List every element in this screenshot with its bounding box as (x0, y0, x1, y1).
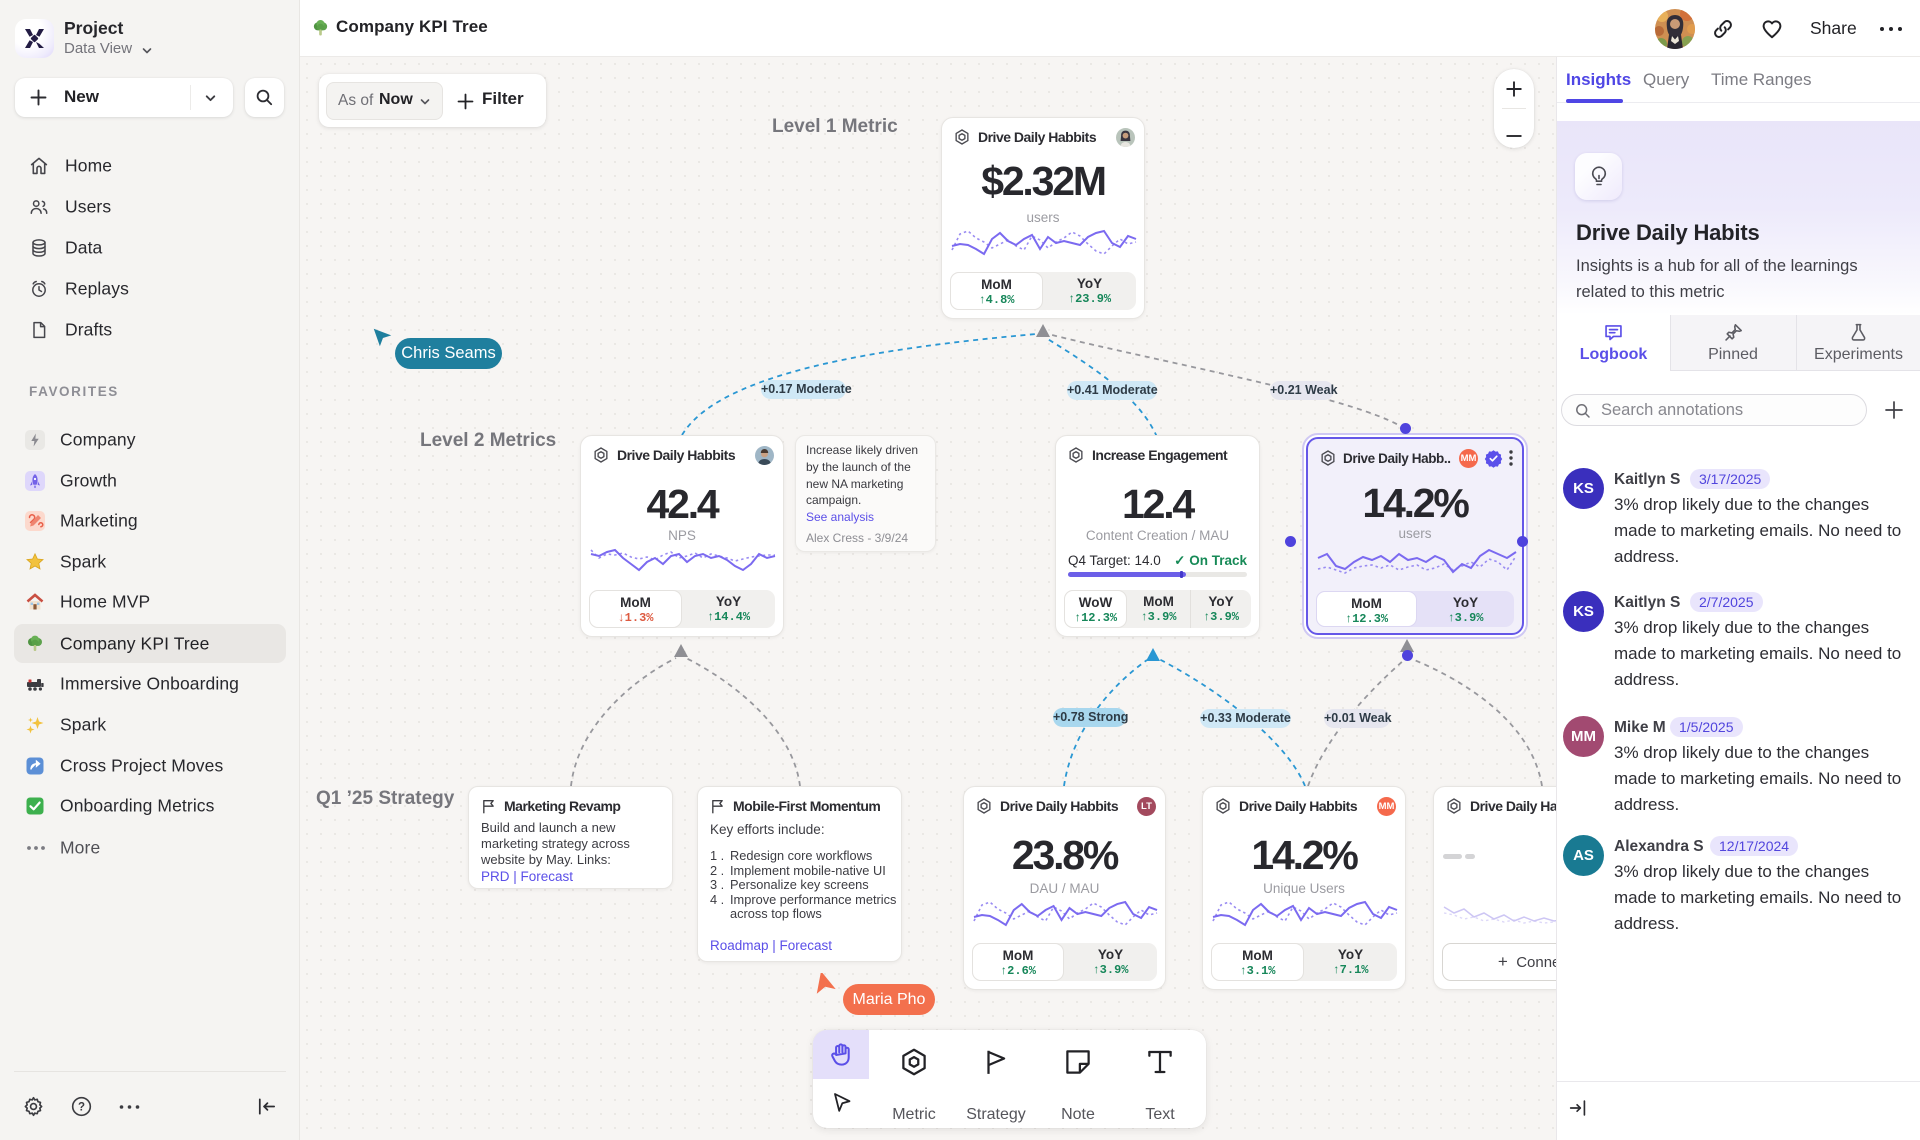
svg-text:?: ? (78, 1102, 85, 1114)
